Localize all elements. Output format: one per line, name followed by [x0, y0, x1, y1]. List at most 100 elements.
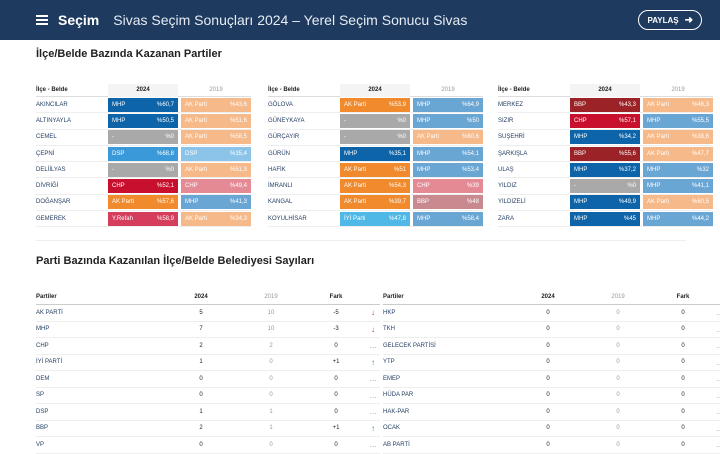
party-name[interactable]: DSP	[36, 408, 49, 415]
district-row[interactable]: AKINCILAR MHP %60,7 AK Parti %43,6	[36, 97, 251, 114]
district-row[interactable]: KANGAL AK Parti %39,7 BBP %48	[268, 195, 483, 212]
party-row[interactable]: GELECEK PARTİSİ 0 0 0...	[383, 338, 720, 355]
district-row[interactable]: CEMEL - %0 AK Parti %58,5	[36, 130, 251, 146]
party-row[interactable]: BBP 2 1 +1 ↑	[36, 421, 380, 437]
district-name[interactable]: DELİİLYAS	[36, 166, 66, 173]
party-name[interactable]: AB PARTİ	[383, 441, 410, 448]
district-name[interactable]: GEMEREK	[36, 215, 67, 222]
party-name[interactable]: VP	[36, 441, 45, 448]
party-name[interactable]: AK PARTİ	[36, 309, 63, 316]
district-name[interactable]: CEMEL	[36, 134, 57, 141]
district-group-header: İlçe - Belde 2024 2019	[498, 83, 713, 97]
district-row[interactable]: GÜRÇAYIR - %0 AK Parti %60,6	[268, 130, 483, 146]
party-name[interactable]: HAK-PAR	[383, 408, 410, 415]
district-name[interactable]: ALTINYAYLA	[36, 117, 72, 124]
party-name[interactable]: BBP	[36, 425, 49, 432]
district-row[interactable]: ULAŞ MHP %37,2 MHP %32	[498, 162, 713, 179]
party-name[interactable]: OCAK	[383, 425, 401, 432]
district-name[interactable]: AKINCILAR	[36, 101, 68, 108]
district-name[interactable]: GÜRÜN	[268, 150, 290, 157]
party-row[interactable]: VP 0 0 0...	[36, 437, 380, 454]
party-row[interactable]: EMEP 0 0 0...	[383, 371, 720, 388]
district-row[interactable]: SUŞEHRİ MHP %34,2 AK Parti %38,6	[498, 130, 713, 146]
district-name[interactable]: GÖLOVA	[268, 101, 293, 108]
party-name[interactable]: İYİ PARTİ	[36, 359, 63, 366]
district-row[interactable]: SIZIR CHP %57,1 MHP %55,5	[498, 113, 713, 130]
party-row[interactable]: HAK-PAR 0 0 0...	[383, 404, 720, 421]
percent-2019: %53,4	[461, 166, 479, 173]
party-row[interactable]: YTP 0 0 0...	[383, 355, 720, 371]
share-button[interactable]: PAYLAŞ ➜	[638, 10, 702, 30]
result-2019: MHP %44,2	[643, 211, 713, 226]
district-row[interactable]: YILDIZELİ MHP %49,9 AK Parti %60,5	[498, 195, 713, 212]
party-2019: AK Parti	[185, 134, 208, 141]
party-name[interactable]: SP	[36, 392, 45, 399]
district-name[interactable]: KANGAL	[268, 199, 293, 206]
party-name[interactable]: YTP	[383, 359, 395, 366]
party-name[interactable]: MHP	[36, 326, 50, 333]
district-row[interactable]: ÇEPNİ DSP %68,8 DSP %35,4	[36, 146, 251, 163]
district-row[interactable]: DELİİLYAS - %0 AK Parti %51,3	[36, 162, 251, 179]
district-row[interactable]: DOĞANŞAR AK Parti %57,6 MHP %41,3	[36, 195, 251, 212]
district-row[interactable]: HAFİK AK Parti %51 MHP %53,4	[268, 162, 483, 179]
district-name[interactable]: DİVRİĞİ	[36, 183, 59, 190]
district-row[interactable]: MERKEZ BBP %43,3 AK Parti %46,3	[498, 97, 713, 114]
party-row[interactable]: MHP 7 10 -3 ↓	[36, 322, 380, 338]
party-row[interactable]: OCAK 0 0 0...	[383, 421, 720, 437]
party-row[interactable]: HÜDA PAR 0 0 0...	[383, 388, 720, 404]
district-name[interactable]: SUŞEHRİ	[498, 134, 525, 141]
district-row[interactable]: GÜNEYKAYA - %0 MHP %50	[268, 113, 483, 130]
district-name[interactable]: GÜNEYKAYA	[268, 117, 305, 124]
district-row[interactable]: KOYULHİSAR İYİ Parti %47,8 MHP %58,4	[268, 211, 483, 228]
party-row[interactable]: AB PARTİ 0 0 0...	[383, 437, 720, 454]
party-row[interactable]: HKP 0 0 0...	[383, 305, 720, 322]
party-row[interactable]: SP 0 0 0...	[36, 388, 380, 404]
district-name[interactable]: ULAŞ	[498, 166, 514, 173]
district-name[interactable]: İMRANLI	[268, 183, 293, 190]
party-name[interactable]: HKP	[383, 309, 396, 316]
party-name[interactable]: EMEP	[383, 375, 401, 382]
district-name[interactable]: DOĞANŞAR	[36, 199, 71, 206]
district-name[interactable]: ZARA	[498, 215, 515, 222]
party-row[interactable]: DSP 1 1 0...	[36, 404, 380, 421]
district-name[interactable]: HAFİK	[268, 166, 286, 173]
party-row[interactable]: İYİ PARTİ 1 0 +1 ↑	[36, 355, 380, 371]
no-change-icon: ...	[716, 423, 720, 433]
percent-2024: %58,9	[156, 215, 174, 222]
district-row[interactable]: GEMEREK Y.Refah %58,9 AK Parti %34,3	[36, 211, 251, 228]
party-name[interactable]: HÜDA PAR	[383, 392, 414, 399]
party-row[interactable]: DEM 0 0 0...	[36, 371, 380, 388]
district-row[interactable]: ALTINYAYLA MHP %50,5 AK Parti %51,6	[36, 113, 251, 130]
district-row[interactable]: GÜRÜN MHP %35,1 MHP %54,1	[268, 146, 483, 163]
arrow-down-icon: ↓	[371, 324, 375, 334]
district-name[interactable]: YILDIZELİ	[498, 199, 526, 206]
party-row[interactable]: TKH 0 0 0...	[383, 322, 720, 338]
district-name[interactable]: MERKEZ	[498, 101, 524, 108]
party-row[interactable]: AK PARTİ 5 10 -5 ↓	[36, 305, 380, 322]
district-name[interactable]: GÜRÇAYIR	[268, 134, 300, 141]
arrow-up-icon: ↑	[371, 423, 375, 433]
district-name[interactable]: SIZIR	[498, 117, 514, 124]
district-row[interactable]: GÖLOVA AK Parti %53,9 MHP %64,9	[268, 97, 483, 114]
district-row[interactable]: YILDIZ - %0 MHP %41,1	[498, 178, 713, 195]
count-2024: 0	[199, 392, 203, 399]
count-2024: 2	[199, 425, 203, 432]
party-name[interactable]: DEM	[36, 375, 50, 382]
party-name[interactable]: TKH	[383, 326, 395, 333]
party-name[interactable]: GELECEK PARTİSİ	[383, 342, 436, 349]
district-row[interactable]: DİVRİĞİ CHP %52,1 CHP %49,4	[36, 178, 251, 195]
percent-2019: %48	[466, 199, 479, 206]
district-row[interactable]: ZARA MHP %45 MHP %44,2	[498, 211, 713, 228]
party-2024: -	[574, 183, 576, 190]
district-row[interactable]: ŞARKIŞLA BBP %55,6 AK Parti %47,7	[498, 146, 713, 163]
district-name[interactable]: ŞARKIŞLA	[498, 150, 528, 157]
party-row[interactable]: CHP 2 2 0...	[36, 338, 380, 355]
brand-logo[interactable]: Seçim	[58, 12, 100, 28]
hamburger-icon[interactable]	[36, 15, 48, 25]
district-row[interactable]: İMRANLI AK Parti %54,3 CHP %39	[268, 178, 483, 195]
district-name[interactable]: YILDIZ	[498, 183, 517, 190]
count-diff: 0	[334, 441, 338, 448]
party-name[interactable]: CHP	[36, 342, 49, 349]
district-name[interactable]: KOYULHİSAR	[268, 215, 307, 222]
district-name[interactable]: ÇEPNİ	[36, 150, 55, 157]
